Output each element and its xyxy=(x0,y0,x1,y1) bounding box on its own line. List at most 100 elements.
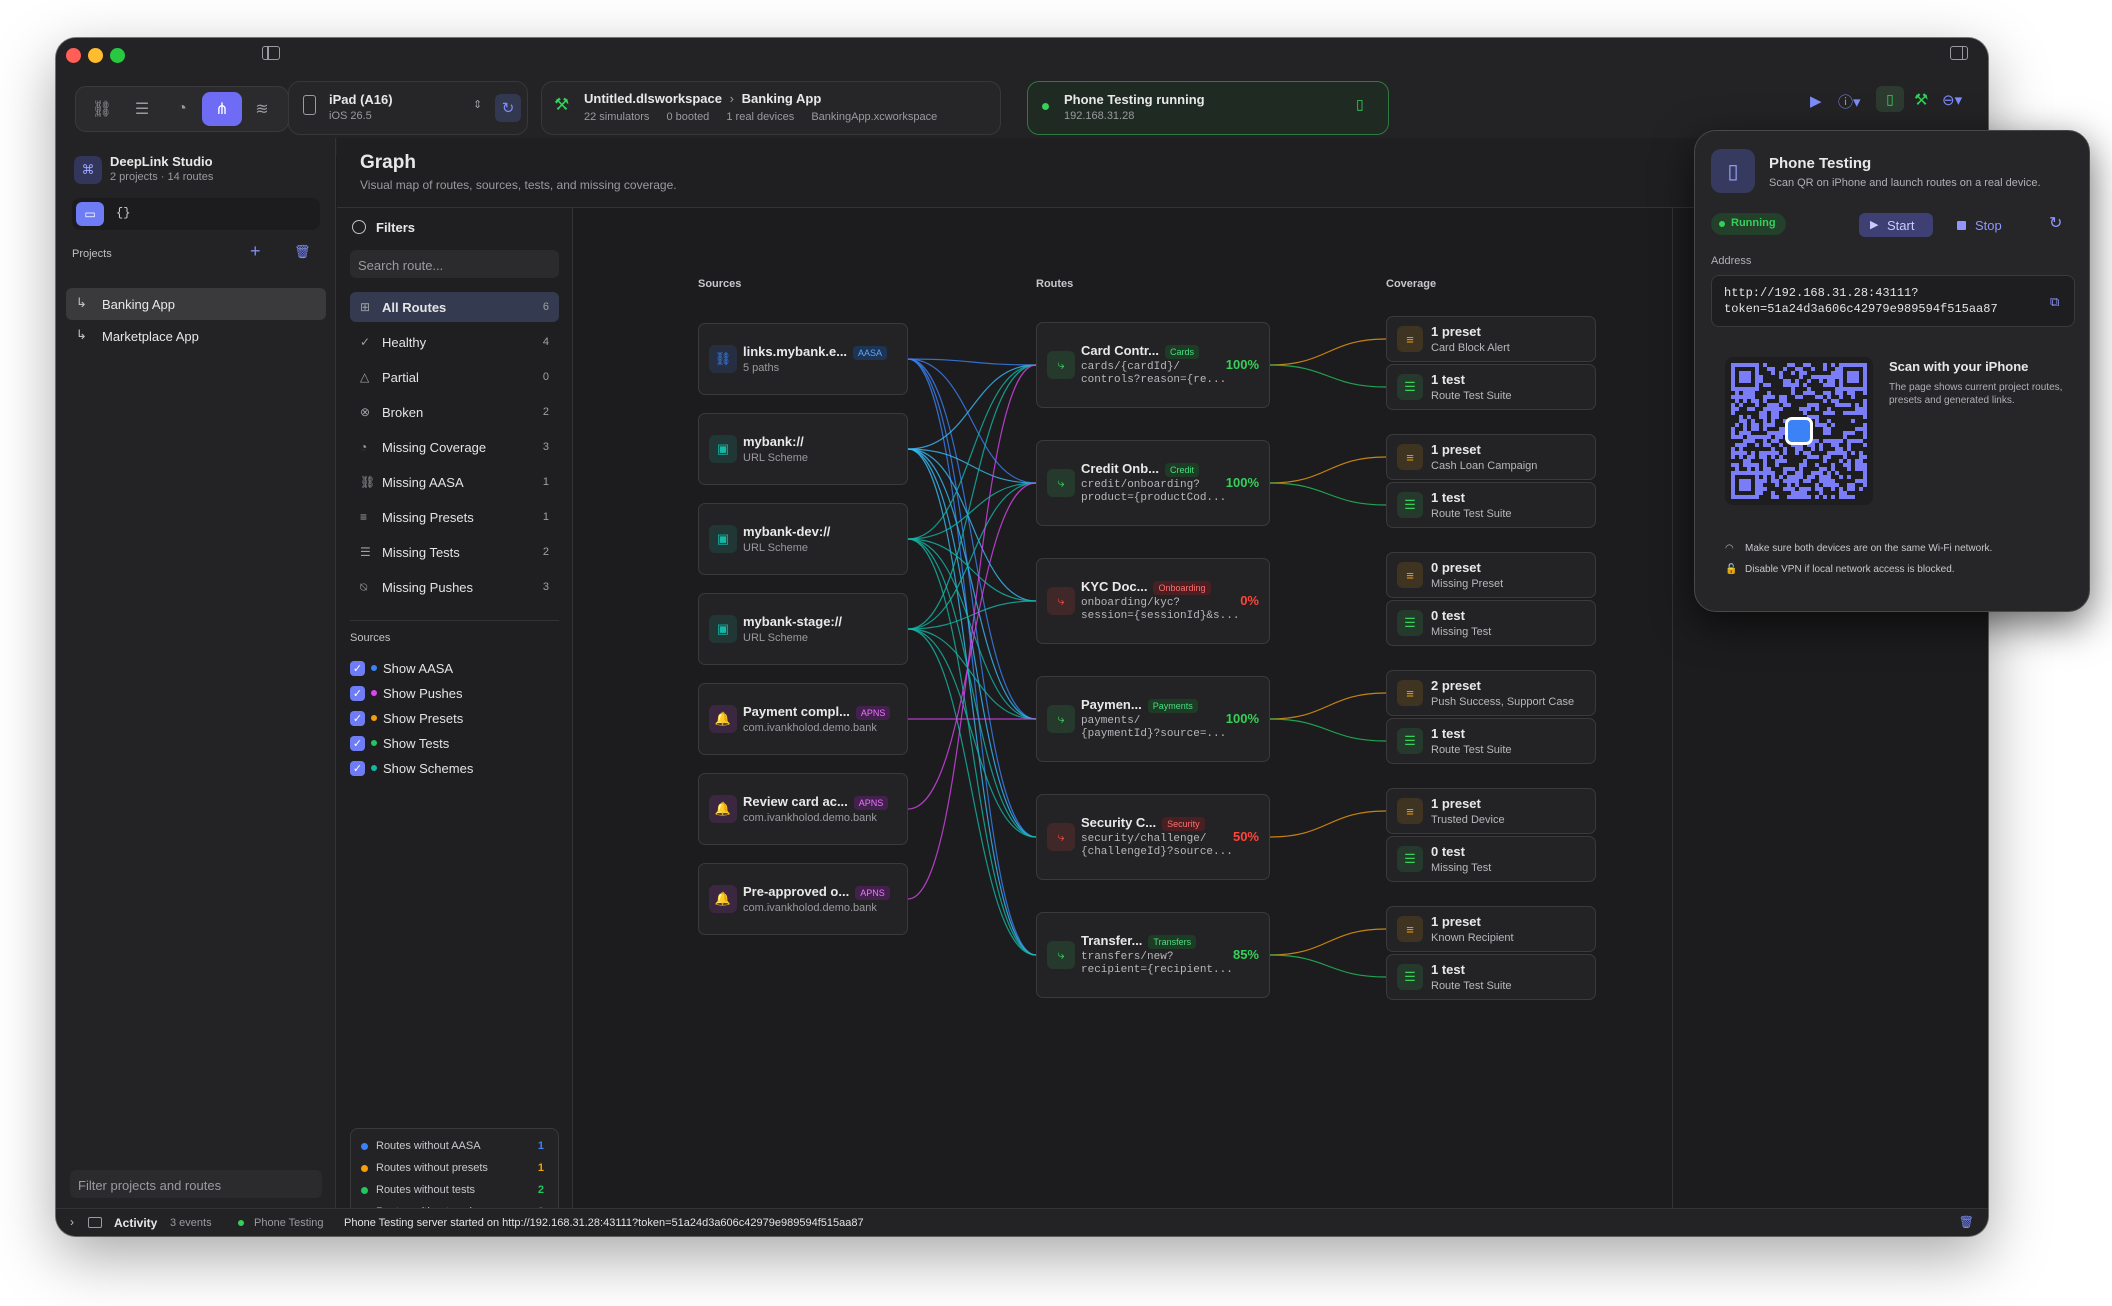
qr-module xyxy=(1863,467,1867,471)
filter-item[interactable]: ☰ Missing Tests 2 xyxy=(350,537,559,567)
route-node[interactable]: ⤷ KYC Doc... Onboarding onboarding/kyc? sess… xyxy=(1036,558,1270,644)
copy-icon[interactable]: ⧉ xyxy=(2050,294,2060,309)
source-node[interactable]: ⛓ links.mybank.e... AASA 5 paths xyxy=(698,323,908,395)
qr-module xyxy=(1843,451,1847,455)
checkbox-checked-icon[interactable]: ✓ xyxy=(350,660,365,676)
list-icon[interactable]: ☰ xyxy=(134,101,150,118)
chevron-right-icon[interactable]: › xyxy=(70,1215,74,1229)
qr-module xyxy=(1743,479,1747,483)
json-tab[interactable]: {} xyxy=(116,206,131,220)
preset-coverage-node[interactable]: ≡ 2 preset Push Success, Support Case xyxy=(1386,670,1596,716)
bell-icon: 🔔 xyxy=(709,705,737,733)
source-node[interactable]: 🔔 Review card ac... APNS com.ivankholod.dem… xyxy=(698,773,908,845)
filter-item[interactable]: ⍉ Missing Pushes 3 xyxy=(350,572,559,602)
trash-icon[interactable]: 🗑 xyxy=(294,244,311,259)
preset-coverage-node[interactable]: ≡ 1 preset Cash Loan Campaign xyxy=(1386,434,1596,480)
source-title: links.mybank.e... xyxy=(743,344,848,359)
source-node[interactable]: ▣ mybank:// URL Scheme xyxy=(698,413,908,485)
stop-button[interactable]: Stop xyxy=(1945,213,2019,237)
source-node[interactable]: 🔔 Pre-approved o... APNS com.ivankholod.dem… xyxy=(698,863,908,935)
route-test-edge xyxy=(1269,954,1387,978)
filter-item[interactable]: ⊗ Broken 2 xyxy=(350,397,559,427)
filter-item[interactable]: ✓ Healthy 4 xyxy=(350,327,559,357)
preset-coverage-node[interactable]: ≡ 1 preset Card Block Alert xyxy=(1386,316,1596,362)
layers-icon[interactable]: ≋ xyxy=(255,101,269,118)
qr-module xyxy=(1847,375,1851,379)
qr-module xyxy=(1827,475,1831,479)
sidebar-toggle-icon[interactable] xyxy=(262,46,280,60)
filter-projects-input[interactable]: Filter projects and routes xyxy=(70,1170,322,1198)
sliders-icon: ≡ xyxy=(1397,680,1423,706)
checkbox-checked-icon[interactable]: ✓ xyxy=(350,735,365,751)
folder-icon[interactable]: ▭ xyxy=(76,202,104,226)
preset-coverage-node[interactable]: ≡ 0 preset Missing Preset xyxy=(1386,552,1596,598)
filter-item[interactable]: ≡ Missing Presets 1 xyxy=(350,502,559,532)
source-checkbox[interactable]: ✓ Show Schemes xyxy=(350,756,473,780)
workspace-info[interactable]: ⚒ Untitled.dlsworkspace › Banking App 22… xyxy=(541,81,1001,135)
refresh-icon[interactable]: ↻ xyxy=(495,94,521,122)
preset-coverage-node[interactable]: ≡ 1 preset Trusted Device xyxy=(1386,788,1596,834)
test-coverage-node[interactable]: ☰ 1 test Route Test Suite xyxy=(1386,954,1596,1000)
view-switcher: ⛓ ☰ ◔ ⋔ ≋ xyxy=(75,86,289,132)
source-checkbox[interactable]: ✓ Show Tests xyxy=(350,731,449,755)
checkbox-checked-icon[interactable]: ✓ xyxy=(350,685,365,701)
address-field[interactable]: http://192.168.31.28:43111? token=51a24d… xyxy=(1711,275,2075,327)
qr-module xyxy=(1803,391,1807,395)
checkbox-checked-icon[interactable]: ✓ xyxy=(350,710,365,726)
test-coverage-node[interactable]: ☰ 1 test Route Test Suite xyxy=(1386,482,1596,528)
source-checkbox[interactable]: ✓ Show Pushes xyxy=(350,681,463,705)
qr-module xyxy=(1847,439,1851,443)
test-coverage-node[interactable]: ☰ 1 test Route Test Suite xyxy=(1386,718,1596,764)
filter-item[interactable]: ⛓ Missing AASA 1 xyxy=(350,467,559,497)
qr-module xyxy=(1819,475,1823,479)
filter-label: All Routes xyxy=(382,299,447,315)
sidebar-item-banking-app[interactable]: ↳ Banking App xyxy=(66,288,326,320)
source-checkbox[interactable]: ✓ Show AASA xyxy=(350,656,453,680)
qr-module xyxy=(1863,411,1867,415)
play-icon[interactable]: ▶ xyxy=(1810,93,1822,110)
minimize-window-button[interactable] xyxy=(88,48,103,63)
route-node[interactable]: ⤷ Security C... Security security/challenge… xyxy=(1036,794,1270,880)
qr-module xyxy=(1735,467,1739,471)
route-node[interactable]: ⤷ Paymen... Payments payments/{paymentId}?s… xyxy=(1036,676,1270,762)
test-coverage-node[interactable]: ☰ 0 test Missing Test xyxy=(1386,600,1596,646)
help-icon[interactable]: ⓘ▾ xyxy=(1838,94,1861,111)
sidebar-item-marketplace-app[interactable]: ↳ Marketplace App xyxy=(66,320,326,352)
source-route-edge xyxy=(907,364,1037,630)
preset-coverage-node[interactable]: ≡ 1 preset Known Recipient xyxy=(1386,906,1596,952)
gauge-icon[interactable]: ◔ xyxy=(177,100,187,117)
route-node[interactable]: ⤷ Credit Onb... Credit credit/onboarding? pr… xyxy=(1036,440,1270,526)
start-button[interactable]: ▶ Start xyxy=(1859,213,1933,237)
trash-icon[interactable]: 🗑 xyxy=(1958,1215,1974,1229)
qr-module xyxy=(1823,495,1827,499)
checkbox-checked-icon[interactable]: ✓ xyxy=(350,760,365,776)
search-route-input[interactable]: Search route... xyxy=(350,250,559,278)
route-node[interactable]: ⤷ Card Contr... Cards cards/{cardId}/contro… xyxy=(1036,322,1270,408)
device-picker[interactable]: iPad (A16) iOS 26.5 ⇕ ↻ xyxy=(288,81,528,135)
graph-icon[interactable]: ⋔ xyxy=(202,92,242,126)
add-project-button[interactable]: + xyxy=(250,241,261,261)
filter-item[interactable]: △ Partial 0 xyxy=(350,362,559,392)
phone-testing-icon[interactable]: ▯ xyxy=(1876,86,1904,112)
route-coverage-percent: 100% xyxy=(1225,711,1259,726)
link-icon[interactable]: ⛓ xyxy=(91,101,113,118)
source-node[interactable]: ▣ mybank-dev:// URL Scheme xyxy=(698,503,908,575)
more-icon[interactable]: ⊖▾ xyxy=(1942,92,1963,109)
source-node[interactable]: 🔔 Payment compl... APNS com.ivankholod.demo… xyxy=(698,683,908,755)
hammer-icon[interactable]: ⚒ xyxy=(1914,92,1929,109)
source-node[interactable]: ▣ mybank-stage:// URL Scheme xyxy=(698,593,908,665)
close-window-button[interactable] xyxy=(66,48,81,63)
refresh-icon[interactable]: ↻ xyxy=(2049,215,2063,232)
test-names: Route Test Suite xyxy=(1431,980,1512,992)
source-checkbox[interactable]: ✓ Show Presets xyxy=(350,706,463,730)
filter-item[interactable]: ⊞ All Routes 6 xyxy=(350,292,559,322)
phone-testing-status[interactable]: Phone Testing running 192.168.31.28 ▯ xyxy=(1027,81,1389,135)
test-coverage-node[interactable]: ☰ 0 test Missing Test xyxy=(1386,836,1596,882)
zoom-window-button[interactable] xyxy=(110,48,125,63)
qr-module xyxy=(1847,495,1851,499)
inspector-toggle-icon[interactable] xyxy=(1950,46,1968,60)
test-coverage-node[interactable]: ☰ 1 test Route Test Suite xyxy=(1386,364,1596,410)
route-node[interactable]: ⤷ Transfer... Transfers transfers/new? recip… xyxy=(1036,912,1270,998)
filter-item[interactable]: ◔ Missing Coverage 3 xyxy=(350,432,559,462)
qr-module xyxy=(1775,451,1779,455)
